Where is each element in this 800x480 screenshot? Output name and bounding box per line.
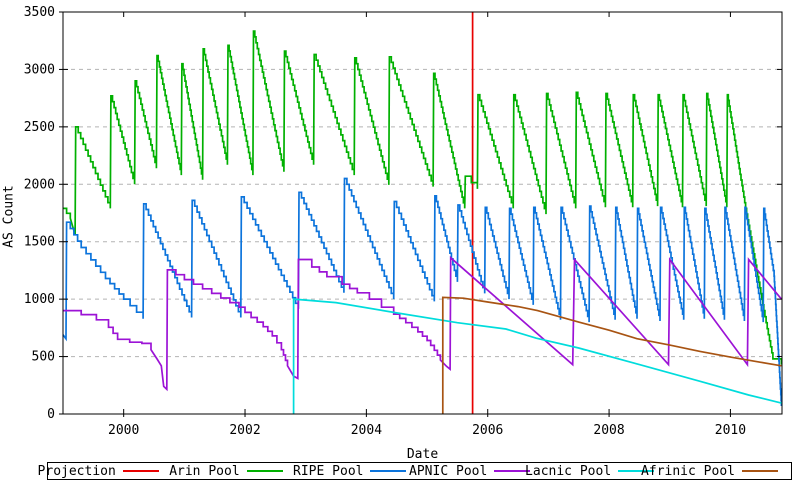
series-line-lacnic-pool [292, 298, 782, 414]
series-line-arin-pool [63, 30, 783, 365]
y-tick-label: 0 [47, 407, 55, 422]
x-axis-title: Date [406, 447, 439, 462]
legend-item-projection: Projection [38, 464, 172, 479]
legend-line-projection [122, 470, 159, 472]
legend-item-afrinic-pool: Afrinic Pool [641, 464, 791, 479]
legend-label-afrinic-pool: Afrinic Pool [641, 463, 735, 479]
y-tick-label: 1500 [24, 235, 55, 250]
x-tick-label: 2002 [229, 423, 260, 438]
legend-label-lacnic-pool: Lacnic Pool [525, 463, 612, 479]
plot-area: 2000 2002 2004 2006 2008 2010 0 500 1000 1500 2000… [24, 5, 783, 438]
legend-item-ripe-pool: RIPE Pool [293, 463, 420, 479]
legend-label-arin-pool: Arin Pool [169, 463, 240, 479]
legend-label-projection: Projection [37, 463, 116, 479]
legend-item-lacnic-pool: Lacnic Pool [525, 464, 667, 479]
legend-label-ripe-pool: RIPE Pool [293, 463, 364, 479]
legend-item-apnic-pool: APNIC Pool [409, 464, 543, 479]
x-tick-label: 2004 [351, 423, 382, 438]
x-tick-label: 2008 [593, 423, 624, 438]
legend-label-apnic-pool: APNIC Pool [409, 463, 488, 479]
y-axis-title: AS Count [1, 185, 17, 248]
series-line-afrinic-pool [441, 296, 782, 414]
y-tick-label: 3000 [24, 62, 55, 77]
series-line-ripe-pool [62, 177, 783, 406]
y-tick-label: 3500 [24, 5, 55, 20]
y-tick-label: 1000 [24, 292, 55, 307]
x-tick-label: 2010 [715, 423, 746, 438]
series-line-apnic-pool [63, 255, 783, 392]
plot-border [62, 11, 783, 415]
y-tick-label: 2500 [24, 120, 55, 135]
x-tick-label: 2000 [108, 423, 139, 438]
legend-line-lacnic-pool [618, 470, 655, 472]
legend-line-ripe-pool [370, 470, 407, 472]
y-tick-label: 2000 [24, 177, 55, 192]
legend-line-apnic-pool [494, 470, 531, 472]
legend-line-afrinic-pool [741, 470, 778, 472]
legend: Projection Arin Pool RIPE Pool APNIC Pool La… [38, 462, 792, 480]
y-tick-label: 500 [32, 350, 55, 365]
x-tick-label: 2006 [472, 423, 503, 438]
legend-item-arin-pool: Arin Pool [169, 463, 296, 479]
legend-line-arin-pool [246, 470, 283, 472]
